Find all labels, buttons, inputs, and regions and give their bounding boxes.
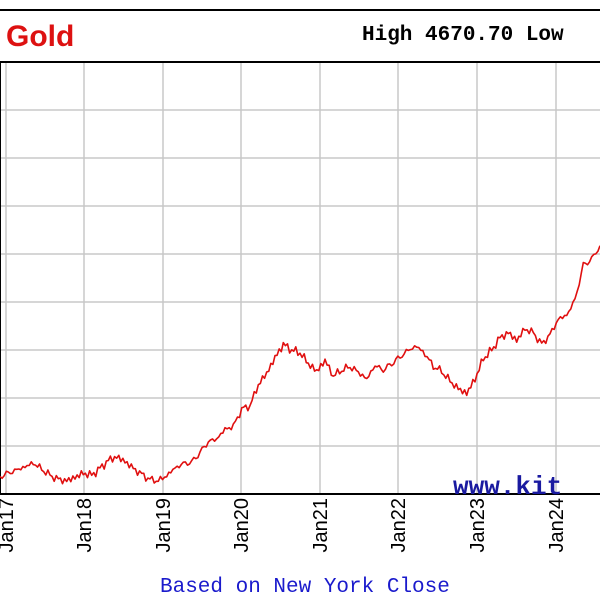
grid-lines (0, 62, 600, 494)
chart-title: Gold (6, 20, 74, 53)
x-tick-label: Jan22 (388, 498, 410, 553)
watermark-url: www.kit (453, 472, 562, 502)
x-tick-label: Jan23 (467, 498, 489, 553)
x-tick-label: Jan24 (546, 498, 568, 553)
x-tick-label: Jan18 (74, 498, 96, 553)
plot-frame (0, 61, 600, 495)
x-tick-label: Jan19 (153, 498, 175, 553)
x-tick-label: Jan17 (0, 498, 18, 553)
price-line (0, 245, 600, 485)
x-axis-tick-labels: Jan17 Jan18 Jan19 Jan20 Jan21 Jan22 Jan23 Jan24 (0, 498, 568, 553)
x-tick-label: Jan21 (310, 498, 332, 553)
x-tick-label: Jan20 (231, 498, 253, 553)
footer-note: Based on New York Close (160, 576, 450, 599)
header-stats: High 4670.70 Low (362, 24, 564, 47)
